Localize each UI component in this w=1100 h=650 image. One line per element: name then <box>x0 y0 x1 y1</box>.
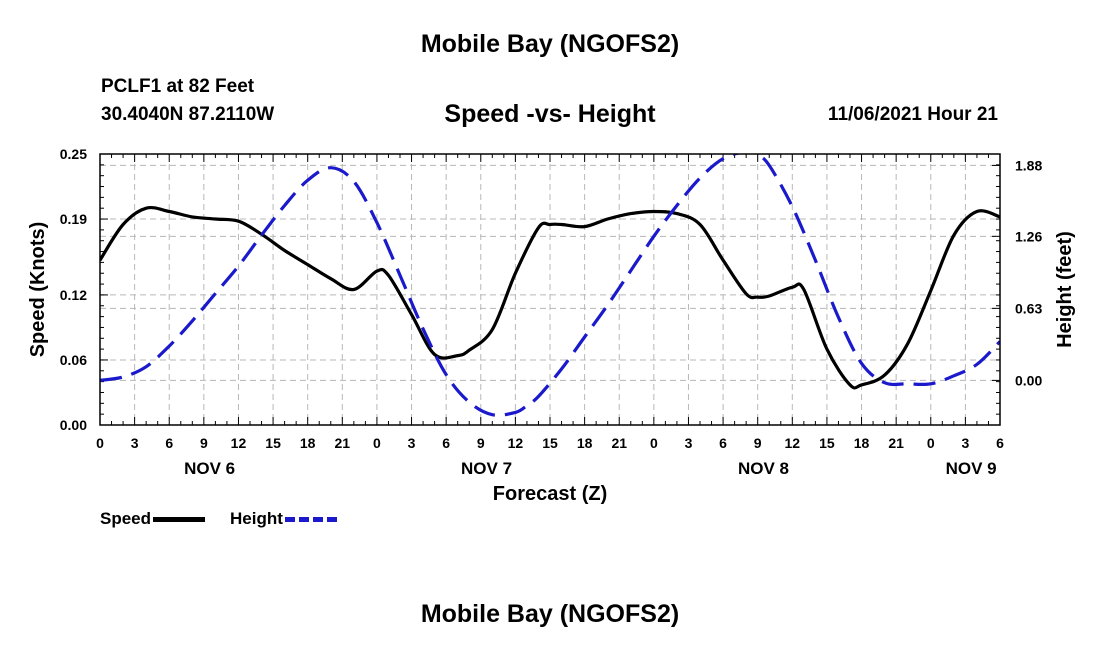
x-tick-label: 3 <box>961 435 969 451</box>
x-day-label: NOV 7 <box>461 459 512 478</box>
chart-subtitle: Speed -vs- Height <box>444 100 656 128</box>
legend-speed: Speed <box>100 509 206 529</box>
y-tick-label: 0.19 <box>60 211 87 227</box>
x-tick-label: 6 <box>996 435 1004 451</box>
y-tick-label: 0.25 <box>60 146 87 162</box>
legend-height-label: Height <box>230 509 283 528</box>
y-tick-label: 0.12 <box>60 287 87 303</box>
legend-height-swatch <box>284 516 337 522</box>
y-axis-title: Speed (Knots) <box>27 222 49 358</box>
series-group <box>100 154 1000 417</box>
y2-tick-label: 1.26 <box>1015 228 1042 244</box>
series-speed-line <box>100 205 1000 390</box>
x-tick-label: 12 <box>231 435 247 451</box>
x-tick-label: 12 <box>785 435 801 451</box>
plot-frame <box>99 153 1001 426</box>
series-height-line <box>100 154 1000 417</box>
x-tick-label: 0 <box>927 435 935 451</box>
x-day-label: NOV 8 <box>738 459 789 478</box>
x-tick-label: 15 <box>819 435 835 451</box>
y2-tick-label: 0.63 <box>1015 300 1042 316</box>
y-tick-label: 0.00 <box>60 417 87 433</box>
x-tick-label: 6 <box>442 435 450 451</box>
x-tick-label: 9 <box>754 435 762 451</box>
grid <box>100 154 1000 425</box>
y2-tick-label: 0.00 <box>1015 372 1042 388</box>
station-label: PCLF1 at 82 Feet <box>101 76 255 97</box>
x-tick-label: 18 <box>300 435 316 451</box>
x-tick-label: 21 <box>611 435 627 451</box>
y2-tick-label: 1.88 <box>1015 157 1042 173</box>
legend-speed-label: Speed <box>100 509 152 528</box>
forecast-datetime: 11/06/2021 Hour 21 <box>827 104 998 125</box>
x-tick-label: 3 <box>131 435 139 451</box>
x-tick-label: 12 <box>508 435 524 451</box>
x-tick-label: 3 <box>408 435 416 451</box>
x-tick-label: 9 <box>477 435 485 451</box>
x-tick-label: 6 <box>165 435 173 451</box>
x-tick-label: 0 <box>373 435 381 451</box>
footer-title: Mobile Bay (NGOFS2) <box>420 600 680 628</box>
y2-axis-title: Height (feet) <box>1054 231 1076 348</box>
x-tick-label: 3 <box>685 435 693 451</box>
x-tick-label: 18 <box>854 435 870 451</box>
x-axis-title: Forecast (Z) <box>493 483 607 505</box>
chart-main-title: Mobile Bay (NGOFS2) <box>420 30 680 58</box>
x-tick-label: 21 <box>888 435 904 451</box>
x-tick-label: 0 <box>96 435 104 451</box>
x-tick-label: 9 <box>200 435 208 451</box>
x-day-label: NOV 6 <box>184 459 235 478</box>
x-tick-label: 15 <box>265 435 281 451</box>
legend-height: Height <box>230 509 337 529</box>
x-tick-label: 18 <box>577 435 593 451</box>
legend-speed-swatch <box>153 516 206 522</box>
x-tick-label: 15 <box>542 435 558 451</box>
coordinates-label: 30.4040N 87.2110W <box>101 104 275 125</box>
y-tick-label: 0.06 <box>60 352 87 368</box>
x-tick-label: 21 <box>335 435 351 451</box>
axis-labels: 0 3 6 9 12 15 18 21 0 3 6 9 12 15 18 21 0 3 6 9 12 15 18 21 0 3 6N… <box>27 146 1076 505</box>
x-day-label: NOV 9 <box>946 459 997 478</box>
x-tick-label: 0 <box>650 435 658 451</box>
x-tick-label: 6 <box>719 435 727 451</box>
